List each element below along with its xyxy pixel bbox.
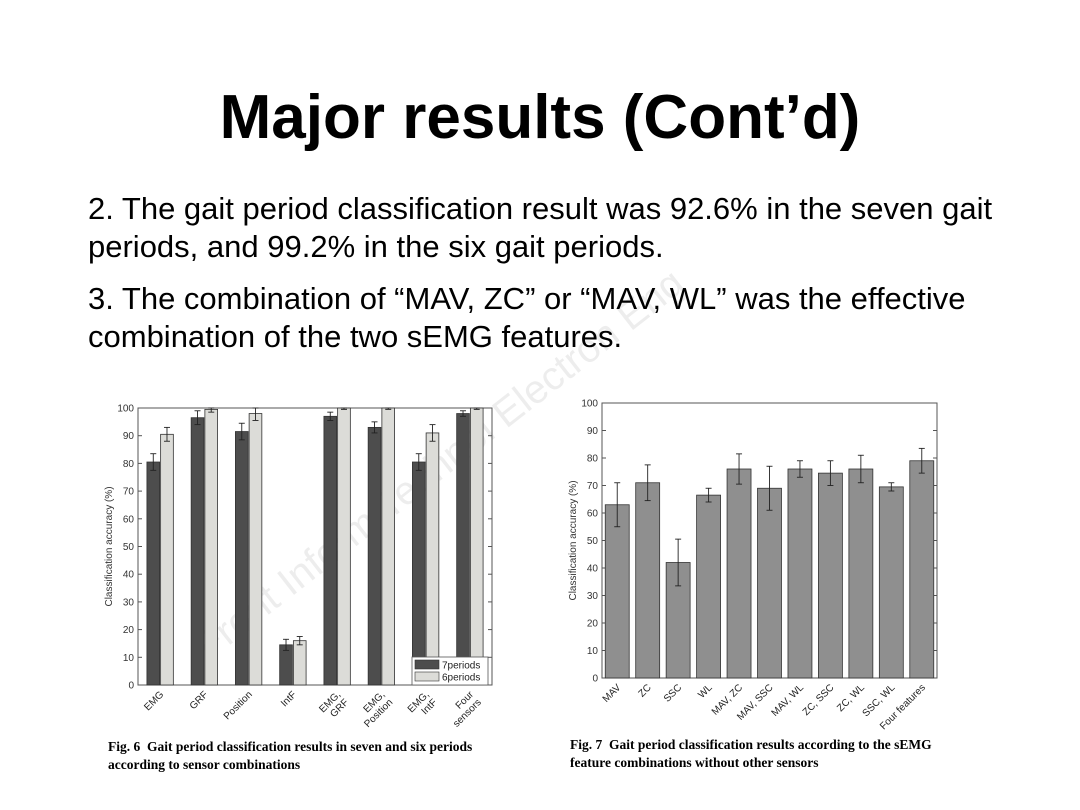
fig6-ytick-label: 0 (128, 681, 134, 692)
fig6-bar (235, 431, 249, 686)
fig6-bar (469, 407, 484, 686)
fig7-category-label: SSC (662, 682, 684, 704)
fig7-caption-label: Fig. 7 (570, 737, 603, 752)
fig6-chart: 0 10 20 30 40 50 60 70 80 90 100 Classification acc… (104, 404, 493, 730)
fig6-caption-text: Gait period classification results in se… (108, 739, 473, 772)
fig7-ytick-label: 30 (587, 591, 599, 602)
fig7-bar (909, 460, 935, 679)
fig6-ytick-label: 20 (123, 625, 135, 636)
fig6-ytick-label: 100 (117, 404, 134, 415)
fig7-ytick-label: 70 (587, 481, 599, 492)
fig6-category-label-line: IntF (279, 689, 299, 709)
fig7-ytick-label: 0 (592, 674, 598, 685)
fig6-category-label: Foursensors (443, 689, 484, 730)
fig6-bar (279, 644, 293, 686)
fig7-bar (848, 468, 874, 679)
fig6-legend-swatch (414, 659, 440, 670)
fig7-category-label: ZC, SSC (801, 682, 837, 718)
fig6-category-label-line: GRF (188, 689, 211, 712)
fig6-legend-label: 6periods (442, 673, 480, 684)
fig7-bar (635, 482, 661, 679)
fig7-ytick-label: 90 (587, 426, 599, 437)
fig6-ytick-label: 30 (123, 597, 135, 608)
fig6-category-label: EMG,IntF (406, 689, 440, 723)
fig6-bar (292, 640, 307, 686)
fig7-category-label-line: SSC (662, 682, 684, 704)
fig6-ytick-label: 90 (123, 431, 135, 442)
fig6-bar (425, 432, 440, 686)
fig6-caption: Fig. 6 Gait period classification result… (108, 738, 500, 774)
fig7-ylabel: Classification accuracy (%) (568, 480, 579, 600)
fig6-category-label: IntF (279, 689, 299, 709)
fig6-legend-label: 7periods (442, 661, 480, 672)
fig7-category-label: ZC (637, 682, 654, 699)
fig7-bar (726, 468, 752, 679)
fig7-ytick-label: 80 (587, 454, 599, 465)
fig7-category-label: MAV (601, 682, 624, 705)
fig7-bar (696, 494, 721, 679)
fig6-bar (248, 413, 263, 686)
fig6-category-label: EMG,GRF (317, 689, 351, 723)
fig6-category-label-line: EMG (142, 689, 166, 713)
fig7-category-label: WL (696, 682, 715, 701)
fig6-category-label-line: Position (222, 689, 255, 722)
fig6-ytick-label: 60 (123, 514, 135, 525)
fig6-bar (337, 407, 351, 686)
fig7-bar (757, 487, 782, 679)
fig7-chart: 0 10 20 30 40 50 60 70 80 90 100 Classification acc… (568, 399, 938, 732)
fig6-bar (146, 461, 161, 686)
fig6-legend-swatch (414, 671, 440, 682)
fig7-category-label-line: MAV, WL (770, 682, 807, 719)
fig7-bar (818, 472, 843, 679)
fig6-bar (456, 413, 470, 686)
fig7-bar (604, 504, 630, 679)
slide-title: Major results (Cont’d) (219, 83, 861, 152)
fig6-ytick-label: 10 (123, 653, 135, 664)
fig7-ytick-label: 60 (587, 509, 599, 520)
bullet-feature-combination: 3. The combination of “MAV, ZC” or “MAV,… (88, 281, 966, 354)
fig7-bar (878, 486, 904, 679)
fig6-ylabel: Classification accuracy (%) (104, 486, 115, 606)
fig6-category-label: EMG (142, 689, 166, 713)
fig6-ytick-label: 70 (123, 487, 135, 498)
fig6-bar (381, 407, 395, 686)
fig7-category-label-line: ZC (637, 682, 654, 699)
fig6-bar (160, 433, 174, 686)
fig6-ytick-label: 50 (123, 542, 135, 553)
figure-7: 0 10 20 30 40 50 60 70 80 90 100 Classification acc… (560, 395, 960, 790)
fig6-category-label: EMG,Position (355, 689, 396, 730)
bullet-gait-period-result: 2. The gait period classification result… (88, 191, 993, 264)
fig7-ytick-label: 20 (587, 619, 599, 630)
fig7-ytick-label: 10 (587, 646, 599, 657)
fig7-ytick-label: 40 (587, 564, 599, 575)
fig6-bar (190, 417, 205, 686)
fig7-category-label: MAV, WL (770, 682, 807, 719)
fig6-bar (412, 461, 426, 686)
fig7-ytick-label: 50 (587, 536, 599, 547)
fig6-bar (204, 408, 218, 686)
fig6-category-label: GRF (188, 689, 211, 712)
figure-6: 0 10 20 30 40 50 60 70 80 90 100 Classification acc… (100, 395, 500, 790)
fig6-ytick-label: 80 (123, 459, 135, 470)
fig7-caption: Fig. 7 Gait period classification result… (570, 736, 960, 772)
fig7-bar (787, 468, 813, 679)
fig7-category-label-line: WL (696, 682, 715, 701)
fig6-category-label: Position (222, 689, 255, 722)
fig6-bar (323, 415, 338, 686)
fig7-caption-text: Gait period classification results accor… (570, 737, 932, 770)
fig6-ytick-label: 40 (123, 570, 135, 581)
fig7-ytick-label: 100 (581, 399, 598, 410)
fig6-caption-label: Fig. 6 (108, 739, 141, 754)
fig7-category-label-line: MAV (601, 682, 624, 705)
fig7-category-label-line: ZC, SSC (801, 682, 837, 718)
fig6-bar (367, 426, 382, 686)
